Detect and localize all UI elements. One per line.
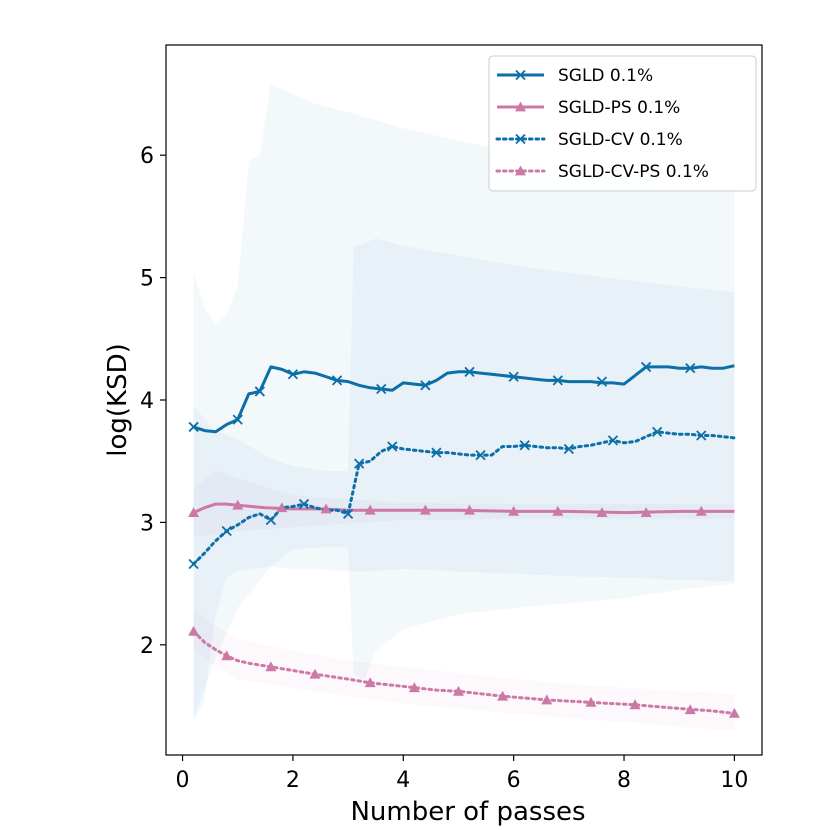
marker-sgld-cv-ps-0-1 xyxy=(221,650,233,661)
marker-sgld-ps-0-1 xyxy=(419,504,431,515)
legend-box xyxy=(488,55,757,192)
marker-sgld-cv-0-1 xyxy=(431,447,442,458)
series-markers xyxy=(188,361,740,718)
marker-sgld-ps-0-1 xyxy=(364,504,376,515)
marker-sgld-cv-0-1 xyxy=(387,441,398,452)
marker-sgld-0-1 xyxy=(254,386,265,397)
x-tick-label: 2 xyxy=(286,768,300,793)
marker-sgld-0-1 xyxy=(420,380,431,391)
line-sgld-cv-0-1 xyxy=(192,430,736,566)
y-tick-label: 5 xyxy=(140,267,154,292)
marker-sgld-cv-0-1 xyxy=(342,508,354,519)
legend: SGLD 0.1% SGLD-PS 0.1% SGLD-CV 0.1% SGLD-CV… xyxy=(488,55,757,192)
marker-sgld-ps-0-1 xyxy=(695,505,707,516)
legend-label-sgld-0-1: SGLD 0.1% xyxy=(558,66,653,86)
marker-sgld-cv-0-1 xyxy=(188,558,199,570)
legend-marker-sgld-ps-0-1 xyxy=(515,101,526,112)
y-tick-label: 6 xyxy=(140,144,154,169)
x-tick-label: 0 xyxy=(176,768,190,793)
marker-sgld-0-1 xyxy=(508,371,519,382)
marker-sgld-cv-ps-0-1 xyxy=(497,690,509,701)
legend-marker-sgld-0-1 xyxy=(515,69,526,81)
marker-sgld-ps-0-1 xyxy=(276,502,288,513)
marker-sgld-0-1 xyxy=(287,369,299,380)
marker-sgld-0-1 xyxy=(464,366,475,377)
legend-label-sgld-ps-0-1: SGLD-PS 0.1% xyxy=(558,98,680,118)
y-axis-label: log(KSD) xyxy=(103,343,133,457)
x-axis-label: Number of passes xyxy=(350,797,585,827)
marker-sgld-cv-ps-0-1 xyxy=(364,677,376,688)
marker-sgld-cv-ps-0-1 xyxy=(265,661,277,672)
y-tick-label: 4 xyxy=(140,389,154,414)
y-axis-ticks: 2 3 4 5 6 xyxy=(140,144,166,659)
marker-sgld-ps-0-1 xyxy=(508,505,520,516)
marker-sgld-cv-0-1 xyxy=(298,498,310,510)
marker-sgld-cv-0-1 xyxy=(354,458,365,469)
marker-sgld-ps-0-1 xyxy=(640,507,652,518)
marker-sgld-0-1 xyxy=(596,376,608,387)
y-tick-label: 3 xyxy=(140,511,154,536)
marker-sgld-cv-0-1 xyxy=(519,440,530,451)
marker-sgld-ps-0-1 xyxy=(464,504,476,515)
marker-sgld-0-1 xyxy=(685,363,696,374)
marker-sgld-cv-0-1 xyxy=(696,430,707,441)
marker-sgld-cv-ps-0-1 xyxy=(541,694,553,705)
confidence-bands xyxy=(193,84,735,731)
marker-sgld-cv-ps-0-1 xyxy=(452,685,464,696)
legend-label-sgld-cv-0-1: SGLD-CV 0.1% xyxy=(558,130,683,150)
x-axis-ticks: 0 2 4 6 8 10 xyxy=(176,755,748,793)
x-tick-label: 6 xyxy=(507,768,521,793)
marker-sgld-0-1 xyxy=(552,375,563,386)
x-tick-label: 8 xyxy=(617,768,631,793)
marker-sgld-ps-0-1 xyxy=(552,505,564,516)
marker-sgld-cv-0-1 xyxy=(265,514,276,526)
marker-sgld-cv-ps-0-1 xyxy=(188,625,200,636)
legend-label-sgld-cv-ps-0-1: SGLD-CV-PS 0.1% xyxy=(558,162,709,182)
marker-sgld-cv-ps-0-1 xyxy=(629,699,641,710)
marker-sgld-cv-0-1 xyxy=(607,435,619,446)
band-sgld-cv-0-1 xyxy=(193,238,735,719)
band-sgld-ps-0-1 xyxy=(193,471,735,538)
legend-marker-sgld-cv-ps-0-1 xyxy=(515,165,526,176)
marker-sgld-cv-0-1 xyxy=(563,443,574,455)
marker-sgld-ps-0-1 xyxy=(188,507,200,518)
marker-sgld-0-1 xyxy=(640,361,652,373)
marker-sgld-0-1 xyxy=(376,383,387,395)
marker-sgld-cv-0-1 xyxy=(652,426,663,437)
legend-marker-sgld-cv-0-1 xyxy=(515,133,526,145)
x-tick-label: 4 xyxy=(396,768,410,793)
marker-sgld-cv-ps-0-1 xyxy=(684,704,696,715)
marker-sgld-ps-0-1 xyxy=(232,499,244,510)
marker-sgld-0-1 xyxy=(331,375,343,386)
marker-sgld-cv-ps-0-1 xyxy=(309,668,321,679)
marker-sgld-0-1 xyxy=(188,421,199,433)
marker-sgld-cv-0-1 xyxy=(475,449,486,461)
band-sgld-0-1 xyxy=(193,84,735,721)
marker-sgld-cv-ps-0-1 xyxy=(728,707,740,718)
marker-sgld-cv-ps-0-1 xyxy=(408,682,420,693)
marker-sgld-ps-0-1 xyxy=(596,507,608,518)
marker-sgld-0-1 xyxy=(232,414,243,425)
marker-sgld-cv-ps-0-1 xyxy=(585,696,597,707)
x-tick-label: 10 xyxy=(720,768,748,793)
marker-sgld-ps-0-1 xyxy=(320,503,332,514)
band-sgld-cv-ps-0-1 xyxy=(193,610,735,731)
marker-sgld-cv-0-1 xyxy=(221,525,232,537)
y-tick-label: 2 xyxy=(140,634,154,659)
